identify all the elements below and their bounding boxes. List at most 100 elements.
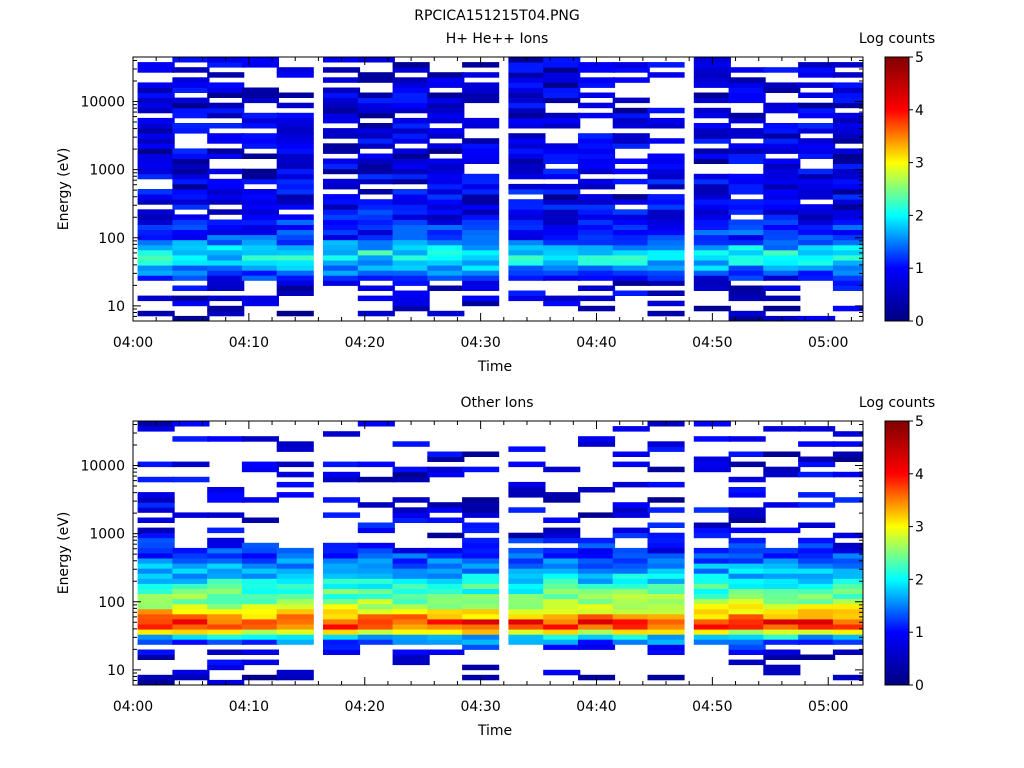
- heatmap-cell: [462, 219, 500, 225]
- heatmap-cell: [323, 634, 361, 640]
- heatmap-cell: [578, 573, 616, 579]
- heatmap-cell: [427, 173, 465, 180]
- heatmap-cell: [832, 265, 863, 271]
- heatmap-cell: [578, 77, 616, 83]
- heatmap-cell: [207, 178, 245, 185]
- heatmap-cell: [276, 138, 314, 144]
- heatmap-cell: [427, 573, 465, 579]
- heatmap-cell: [508, 634, 546, 640]
- heatmap-cell: [763, 603, 801, 610]
- heatmap-cell: [241, 260, 279, 266]
- heatmap-cell: [137, 97, 175, 104]
- heatmap-cell: [357, 260, 395, 266]
- heatmap-cell: [543, 219, 581, 225]
- heatmap-cell: [392, 275, 430, 281]
- heatmap-cell: [172, 619, 210, 625]
- heatmap-cell: [763, 209, 801, 215]
- heatmap-cell: [207, 603, 245, 610]
- heatmap-cell: [798, 183, 836, 190]
- heatmap-cell: [323, 199, 361, 205]
- heatmap-cell: [323, 183, 361, 190]
- heatmap-cell: [392, 512, 430, 518]
- heatmap-cell: [543, 92, 581, 98]
- heatmap-cell: [137, 234, 175, 241]
- heatmap-cell: [693, 204, 731, 210]
- heatmap-cell: [612, 451, 650, 457]
- heatmap-cell: [647, 649, 685, 655]
- heatmap-cell: [647, 229, 685, 236]
- heatmap-cell: [276, 492, 314, 498]
- heatmap-cell: [462, 209, 500, 215]
- heatmap-cell: [323, 255, 361, 261]
- heatmap-cell: [462, 563, 500, 569]
- heatmap-cell: [832, 578, 863, 584]
- heatmap-cell: [323, 573, 361, 579]
- panel-1-x-axis: 04:00 04:10 04:20 04:30 04:40 04:50 05:00: [113, 57, 852, 351]
- heatmap-cell: [763, 583, 801, 589]
- heatmap-cell: [693, 527, 731, 534]
- heatmap-cell: [392, 138, 430, 144]
- heatmap-cell: [728, 153, 766, 159]
- heatmap-cell: [508, 189, 546, 195]
- heatmap-cell: [647, 214, 685, 220]
- heatmap-cell: [462, 664, 500, 671]
- heatmap-cell: [578, 624, 616, 630]
- heatmap-cell: [392, 619, 430, 625]
- heatmap-cell: [207, 563, 245, 569]
- heatmap-cell: [508, 249, 546, 256]
- heatmap-cell: [578, 260, 616, 266]
- heatmap-cell: [798, 553, 836, 559]
- heatmap-cell: [763, 563, 801, 569]
- heatmap-cell: [137, 92, 175, 98]
- heatmap-cell: [763, 249, 801, 256]
- heatmap-cell: [578, 67, 616, 73]
- heatmap-cell: [612, 639, 650, 645]
- heatmap-cell: [728, 239, 766, 246]
- heatmap-cell: [798, 229, 836, 236]
- heatmap-cell: [241, 168, 279, 175]
- heatmap-cell: [357, 578, 395, 584]
- heatmap-cell: [728, 229, 766, 236]
- heatmap-cell: [578, 588, 616, 594]
- heatmap-cell: [427, 163, 465, 170]
- heatmap-cell: [323, 77, 361, 83]
- heatmap-cell: [207, 123, 245, 129]
- heatmap-cell: [647, 608, 685, 615]
- heatmap-cell: [427, 189, 465, 195]
- heatmap-cell: [798, 234, 836, 241]
- heatmap-cell: [612, 168, 650, 175]
- heatmap-cell: [798, 568, 836, 574]
- heatmap-cell: [832, 239, 863, 246]
- heatmap-cell: [462, 244, 500, 251]
- heatmap-cell: [137, 558, 175, 564]
- heatmap-cell: [832, 573, 863, 579]
- heatmap-cell: [207, 659, 245, 666]
- heatmap-cell: [612, 143, 650, 149]
- heatmap-cell: [832, 588, 863, 594]
- heatmap-cell: [172, 148, 210, 154]
- heatmap-cell: [392, 249, 430, 256]
- heatmap-cell: [798, 204, 836, 210]
- heatmap-cell: [276, 260, 314, 266]
- heatmap-cell: [693, 624, 731, 630]
- heatmap-cell: [508, 537, 546, 544]
- heatmap-cell: [798, 471, 836, 478]
- heatmap-cell: [241, 624, 279, 630]
- heatmap-cell: [276, 583, 314, 589]
- heatmap-cell: [323, 194, 361, 200]
- heatmap-cell: [392, 280, 430, 286]
- heatmap-cell: [357, 553, 395, 559]
- heatmap-cell: [392, 305, 430, 312]
- heatmap-cell: [693, 199, 731, 205]
- heatmap-cell: [241, 92, 279, 98]
- heatmap-cell: [798, 173, 836, 180]
- x-tick-label: 04:20: [345, 335, 385, 351]
- heatmap-cell: [543, 578, 581, 584]
- heatmap-cell: [578, 441, 616, 447]
- heatmap-cell: [578, 102, 616, 109]
- heatmap-cell: [137, 578, 175, 584]
- heatmap-cell: [207, 310, 245, 317]
- heatmap-cell: [357, 476, 395, 483]
- heatmap-cell: [798, 138, 836, 144]
- heatmap-cell: [172, 239, 210, 246]
